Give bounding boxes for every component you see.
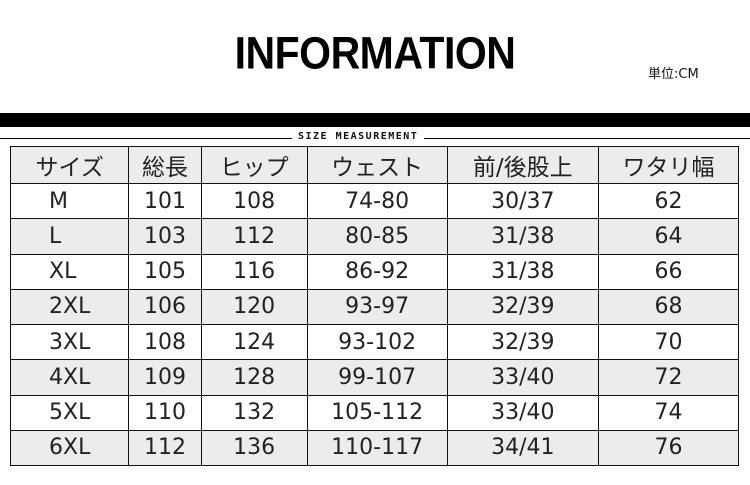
measurement-cell: 109 [128, 359, 202, 396]
measurement-cell: 30/37 [446, 182, 599, 220]
measurement-cell: 120 [200, 288, 308, 326]
measurement-cell: 70 [597, 323, 740, 361]
unit-label: 単位:CM [648, 67, 699, 82]
measurement-cell: 136 [200, 429, 308, 467]
table-row: M 101 108 74-80 30/37 62 [9, 182, 740, 220]
measurement-cell: 80-85 [306, 218, 448, 255]
size-cell: 4XL [9, 359, 130, 396]
column-header: ワタリ幅 [597, 146, 740, 184]
table-row: XL 105 116 86-92 31/38 66 [9, 253, 740, 290]
measurement-cell: 32/39 [446, 288, 599, 326]
measurement-cell: 105 [128, 253, 202, 290]
measurement-cell: 68 [597, 288, 740, 326]
measurement-cell: 116 [200, 253, 308, 290]
column-header: 前/後股上 [446, 146, 599, 184]
measurement-cell: 93-97 [306, 288, 448, 326]
measurement-cell: 128 [200, 359, 308, 396]
measurement-cell: 93-102 [306, 323, 448, 361]
measurement-cell: 72 [597, 359, 740, 396]
table-row: 2XL 106 120 93-97 32/39 68 [9, 288, 740, 326]
header-divider-bar [0, 113, 750, 127]
measurement-cell: 64 [597, 218, 740, 255]
table-row: 6XL 112 136 110-117 34/41 76 [9, 429, 740, 467]
measurement-cell: 110 [128, 394, 202, 431]
measurement-cell: 31/38 [446, 218, 599, 255]
table-header-row: サイズ 総長 ヒップ ウェスト 前/後股上 ワタリ幅 [9, 146, 740, 184]
table-row: 4XL 109 128 99-107 33/40 72 [9, 359, 740, 396]
measurement-cell: 101 [128, 182, 202, 220]
size-cell: 3XL [9, 323, 130, 361]
measurement-cell: 112 [128, 429, 202, 467]
measurement-cell: 74 [597, 394, 740, 431]
size-cell: M [9, 182, 130, 220]
measurement-cell: 76 [597, 429, 740, 467]
measurement-cell: 105-112 [306, 394, 448, 431]
table-row: 3XL 108 124 93-102 32/39 70 [9, 323, 740, 361]
measurement-cell: 132 [200, 394, 308, 431]
section-subtitle: SIZE MEASUREMENT [292, 131, 425, 142]
measurement-cell: 74-80 [306, 182, 448, 220]
measurement-cell: 62 [597, 182, 740, 220]
table-row: 5XL 110 132 105-112 33/40 74 [9, 394, 740, 431]
measurement-cell: 99-107 [306, 359, 448, 396]
size-cell: 6XL [9, 429, 130, 467]
measurement-cell: 106 [128, 288, 202, 326]
measurement-cell: 108 [128, 323, 202, 361]
page-title: INFORMATION [234, 27, 516, 79]
size-cell: L [9, 218, 130, 255]
size-cell: 2XL [9, 288, 130, 326]
size-cell: 5XL [9, 394, 130, 431]
measurement-cell: 110-117 [306, 429, 448, 467]
size-table: サイズ 総長 ヒップ ウェスト 前/後股上 ワタリ幅 M 101 108 74-80 3… [9, 146, 740, 467]
measurement-cell: 31/38 [446, 253, 599, 290]
measurement-cell: 33/40 [446, 394, 599, 431]
measurement-cell: 34/41 [446, 429, 599, 467]
column-header: サイズ [9, 146, 130, 184]
measurement-cell: 86-92 [306, 253, 448, 290]
column-header: ヒップ [200, 146, 308, 184]
column-header: ウェスト [306, 146, 448, 184]
measurement-cell: 32/39 [446, 323, 599, 361]
table-row: L 103 112 80-85 31/38 64 [9, 218, 740, 255]
size-cell: XL [9, 253, 130, 290]
measurement-cell: 33/40 [446, 359, 599, 396]
measurement-cell: 108 [200, 182, 308, 220]
measurement-cell: 112 [200, 218, 308, 255]
measurement-cell: 66 [597, 253, 740, 290]
column-header: 総長 [128, 146, 202, 184]
measurement-cell: 124 [200, 323, 308, 361]
measurement-cell: 103 [128, 218, 202, 255]
